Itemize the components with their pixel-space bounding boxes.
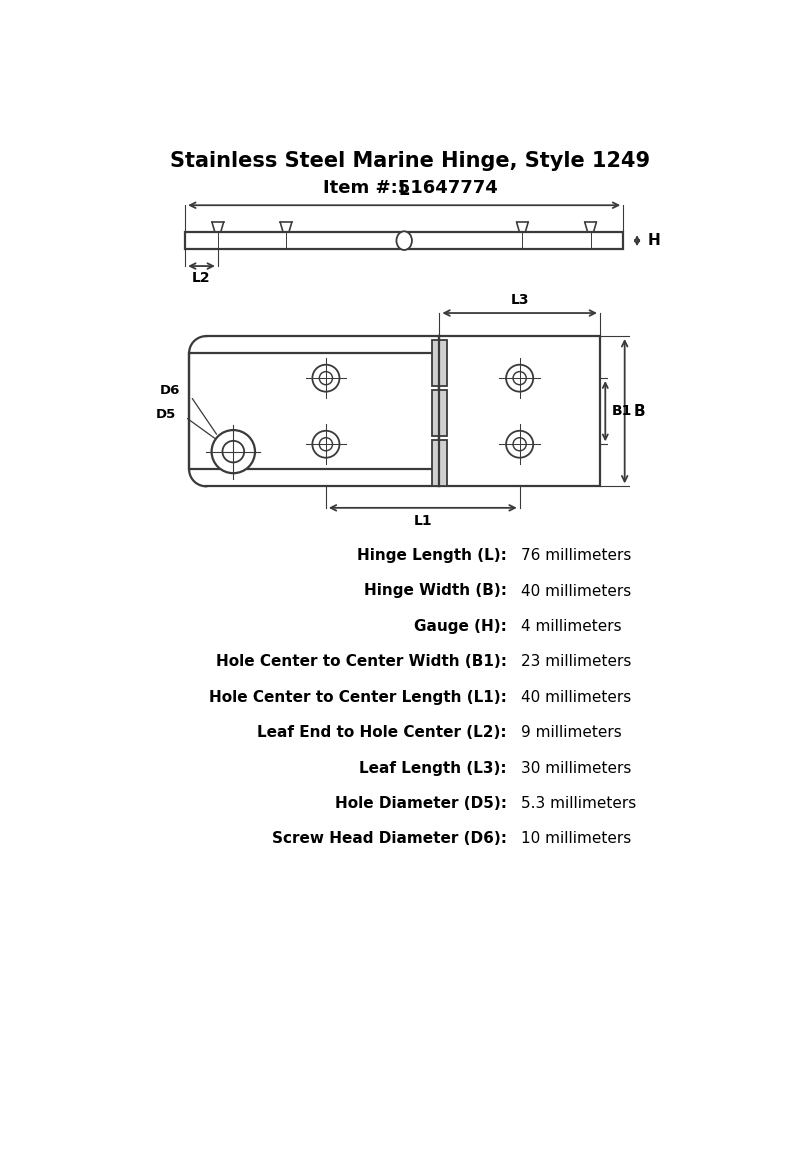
Bar: [432, 391, 447, 437]
Text: L3: L3: [510, 293, 529, 306]
Text: 40 millimeters: 40 millimeters: [521, 584, 631, 599]
Circle shape: [211, 430, 255, 473]
Text: B: B: [634, 403, 646, 418]
Text: 4 millimeters: 4 millimeters: [521, 619, 622, 634]
Bar: [432, 440, 447, 486]
Text: 10 millimeters: 10 millimeters: [521, 832, 631, 847]
Circle shape: [506, 431, 534, 457]
Bar: [186, 233, 623, 249]
Text: Hole Center to Center Length (L1):: Hole Center to Center Length (L1):: [209, 690, 507, 705]
Text: H: H: [648, 233, 661, 248]
Text: B1: B1: [611, 404, 632, 418]
Bar: [432, 340, 447, 386]
Text: L: L: [399, 181, 410, 199]
Ellipse shape: [397, 232, 412, 250]
Circle shape: [513, 372, 526, 385]
Text: Gauge (H):: Gauge (H):: [414, 619, 507, 634]
Text: 9 millimeters: 9 millimeters: [521, 725, 622, 741]
Text: 5.3 millimeters: 5.3 millimeters: [521, 796, 636, 811]
Circle shape: [312, 431, 339, 457]
Text: L1: L1: [414, 514, 432, 528]
Text: 76 millimeters: 76 millimeters: [521, 548, 631, 563]
Text: Leaf Length (L3):: Leaf Length (L3):: [359, 760, 507, 775]
Text: Leaf End to Hole Center (L2):: Leaf End to Hole Center (L2):: [258, 725, 507, 741]
Text: D6: D6: [159, 384, 180, 396]
Text: 40 millimeters: 40 millimeters: [521, 690, 631, 705]
Text: Hole Center to Center Width (B1):: Hole Center to Center Width (B1):: [216, 654, 507, 669]
Text: L2: L2: [192, 271, 211, 285]
Circle shape: [222, 441, 244, 462]
Text: Stainless Steel Marine Hinge, Style 1249: Stainless Steel Marine Hinge, Style 1249: [170, 151, 650, 172]
Text: Hole Diameter (D5):: Hole Diameter (D5):: [335, 796, 507, 811]
Circle shape: [319, 372, 333, 385]
Circle shape: [513, 438, 526, 450]
Text: D5: D5: [156, 408, 176, 422]
Bar: [189, 353, 439, 469]
Circle shape: [319, 438, 333, 450]
Text: Item #:51647774: Item #:51647774: [322, 179, 498, 197]
Text: 23 millimeters: 23 millimeters: [521, 654, 631, 669]
Circle shape: [506, 365, 534, 392]
Circle shape: [312, 365, 339, 392]
Text: Hinge Length (L):: Hinge Length (L):: [357, 548, 507, 563]
Text: 30 millimeters: 30 millimeters: [521, 760, 631, 775]
Text: Screw Head Diameter (D6):: Screw Head Diameter (D6):: [272, 832, 507, 847]
Text: Hinge Width (B):: Hinge Width (B):: [364, 584, 507, 599]
Bar: [439, 336, 600, 486]
